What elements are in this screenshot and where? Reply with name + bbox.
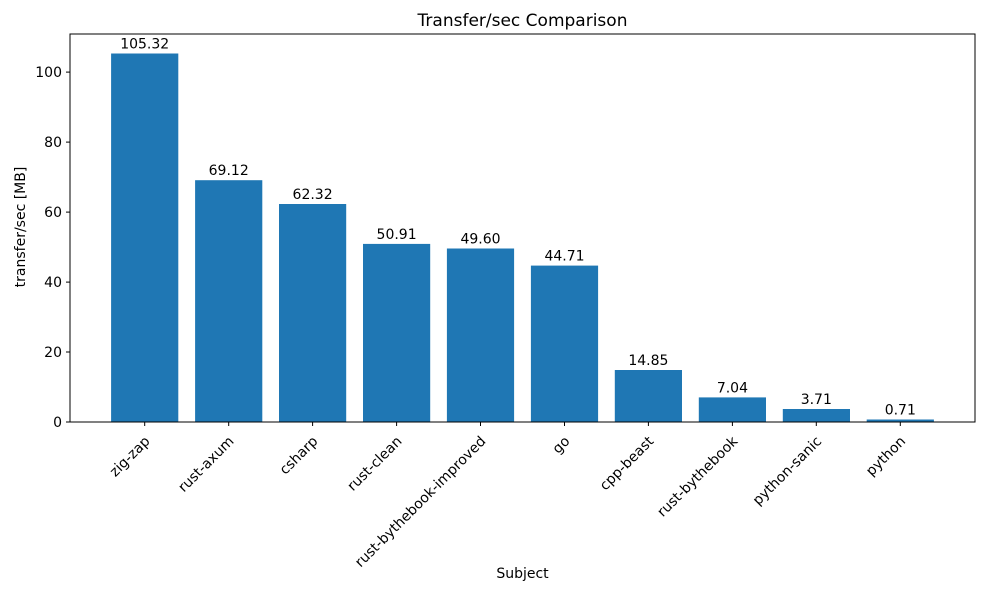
y-tick-label: 80	[44, 135, 62, 151]
y-tick-label: 40	[44, 275, 62, 291]
y-tick-label: 60	[44, 205, 62, 221]
bar	[195, 180, 263, 422]
y-tick-label: 20	[44, 345, 62, 361]
bar	[111, 53, 179, 422]
bar	[698, 397, 766, 422]
x-tick-label: csharp	[277, 433, 322, 478]
y-axis-label: transfer/sec [MB]	[13, 166, 29, 288]
x-tick-label: python	[863, 434, 909, 480]
x-tick-label: rust-axum	[175, 434, 237, 496]
x-tick-label: go	[550, 434, 574, 458]
x-tick-label: cpp-beast	[597, 433, 658, 494]
bar	[866, 419, 934, 422]
bar	[279, 204, 347, 422]
bar-value-label: 7.04	[717, 380, 748, 396]
y-tick-label: 0	[53, 415, 62, 431]
x-tick-label: rust-bythebook	[654, 433, 741, 520]
bar-value-label: 44.71	[544, 249, 584, 265]
x-tick-label: python-sanic	[750, 434, 825, 509]
plot-border	[69, 33, 976, 423]
bar-value-label: 62.32	[293, 187, 333, 203]
x-tick-label: zig-zap	[107, 433, 154, 480]
bar-value-label: 14.85	[628, 353, 668, 369]
y-tick-label: 100	[35, 65, 62, 81]
bar-value-label: 3.71	[801, 392, 832, 408]
chart-title: Transfer/sec Comparison	[417, 11, 628, 31]
x-tick-label: rust-clean	[345, 434, 406, 495]
bar	[782, 409, 850, 422]
bar-value-label: 69.12	[209, 163, 249, 179]
bar	[530, 265, 599, 422]
bar-value-label: 49.60	[460, 232, 500, 248]
bar	[614, 370, 682, 422]
bar-value-label: 105.32	[120, 37, 169, 53]
bar	[363, 243, 431, 422]
bar-value-label: 50.91	[377, 227, 417, 243]
x-axis-label: Subject	[496, 566, 549, 582]
bar-value-label: 0.71	[885, 403, 916, 419]
bar	[446, 248, 515, 422]
